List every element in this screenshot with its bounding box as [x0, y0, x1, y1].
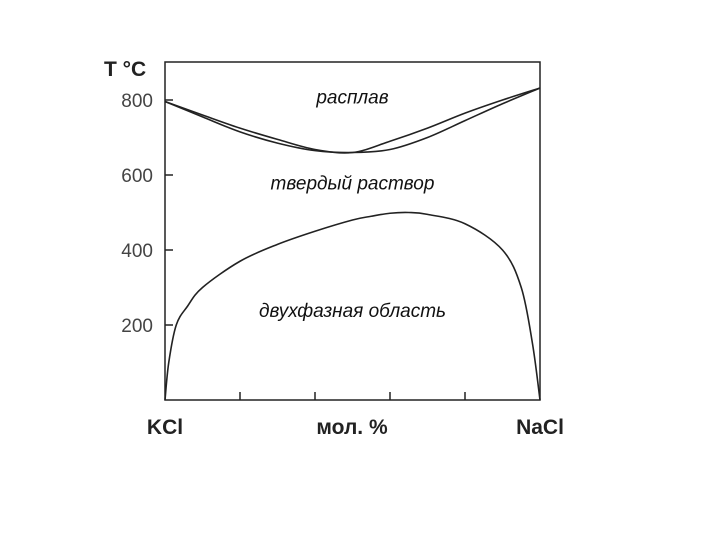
region-label: двухфазная область: [259, 301, 446, 322]
solidus-curve: [164, 87, 541, 154]
x-right-label: NaCl: [516, 416, 564, 439]
x-axis-title: мол. %: [316, 416, 388, 439]
region-label: расплав: [315, 87, 388, 108]
plot-frame: [164, 61, 541, 401]
y-tick-label: 400: [121, 241, 153, 262]
curves: [164, 87, 541, 401]
y-tick-label: 800: [121, 91, 153, 112]
axis-ticks: [165, 99, 466, 400]
y-tick-label: 200: [121, 316, 153, 337]
solvus-curve: [164, 211, 541, 401]
x-left-label: KCl: [147, 416, 183, 439]
y-axis-title: T °C: [104, 58, 146, 81]
region-label: твердый раствор: [271, 174, 435, 195]
y-tick-label: 600: [121, 166, 153, 187]
labels: 800 600 400 200 расплав твердый раствор двухфа…: [121, 87, 446, 337]
